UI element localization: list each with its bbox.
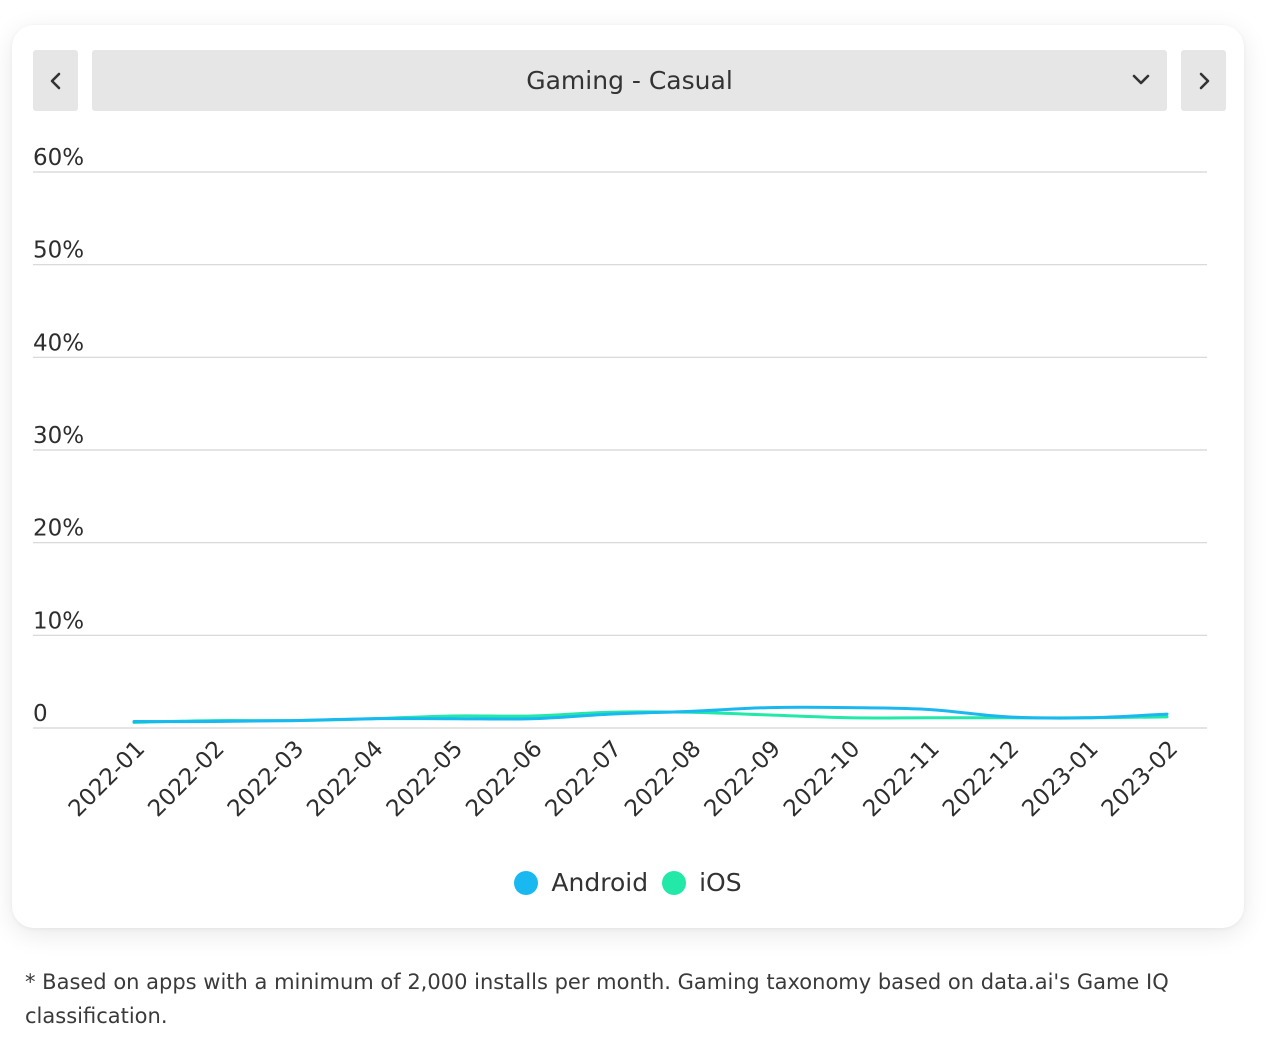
x-tick-label: 2022-09	[700, 736, 786, 822]
legend-label: iOS	[699, 868, 742, 897]
x-tick-label: 2022-08	[620, 736, 706, 822]
y-tick-label: 0	[33, 701, 48, 727]
category-dropdown-label: Gaming - Casual	[526, 66, 733, 95]
legend-dot	[514, 870, 539, 895]
y-tick-label: 20%	[33, 516, 84, 542]
chevron-right-icon	[1199, 72, 1209, 89]
legend-dot	[662, 870, 687, 895]
x-tick-label: 2023-01	[1017, 736, 1103, 822]
x-tick-label: 2022-07	[541, 736, 627, 822]
footnote: * Based on apps with a minimum of 2,000 …	[25, 970, 1169, 1028]
x-tick-label: 2022-11	[859, 736, 945, 822]
next-category-button[interactable]	[1181, 50, 1226, 111]
chart-legend: Android iOS	[12, 868, 1244, 897]
y-tick-label: 50%	[33, 238, 84, 264]
x-tick-label: 2022-05	[382, 736, 468, 822]
y-tick-label: 10%	[33, 608, 84, 634]
previous-category-button[interactable]	[33, 50, 78, 111]
chevron-left-icon	[50, 72, 60, 89]
y-tick-label: 40%	[33, 330, 84, 356]
x-tick-label: 2022-03	[223, 736, 309, 822]
x-tick-label: 2022-01	[64, 736, 150, 822]
y-tick-label: 60%	[33, 145, 84, 171]
x-tick-label: 2023-02	[1097, 736, 1183, 822]
legend-label: Android	[551, 868, 649, 897]
y-tick-label: 30%	[33, 423, 84, 449]
series-line-android	[132, 705, 1169, 724]
x-tick-label: 2022-04	[302, 736, 388, 822]
x-tick-label: 2022-06	[461, 736, 547, 822]
legend-item-android[interactable]: Android	[514, 868, 648, 897]
line-chart: 0 10% 20% 30% 40% 50% 60% 2022-012022-022022-03…	[33, 145, 1207, 822]
x-tick-label: 2022-02	[143, 736, 229, 822]
category-dropdown[interactable]: Gaming - Casual	[92, 50, 1167, 111]
chevron-down-icon	[1132, 74, 1150, 85]
chart-card: Gaming - Casual 0 10% 20% 30% 40% 50% 60% 2022-…	[12, 25, 1244, 928]
x-tick-label: 2022-10	[779, 736, 865, 822]
x-tick-label: 2022-12	[938, 736, 1024, 822]
legend-item-ios[interactable]: iOS	[662, 868, 742, 897]
